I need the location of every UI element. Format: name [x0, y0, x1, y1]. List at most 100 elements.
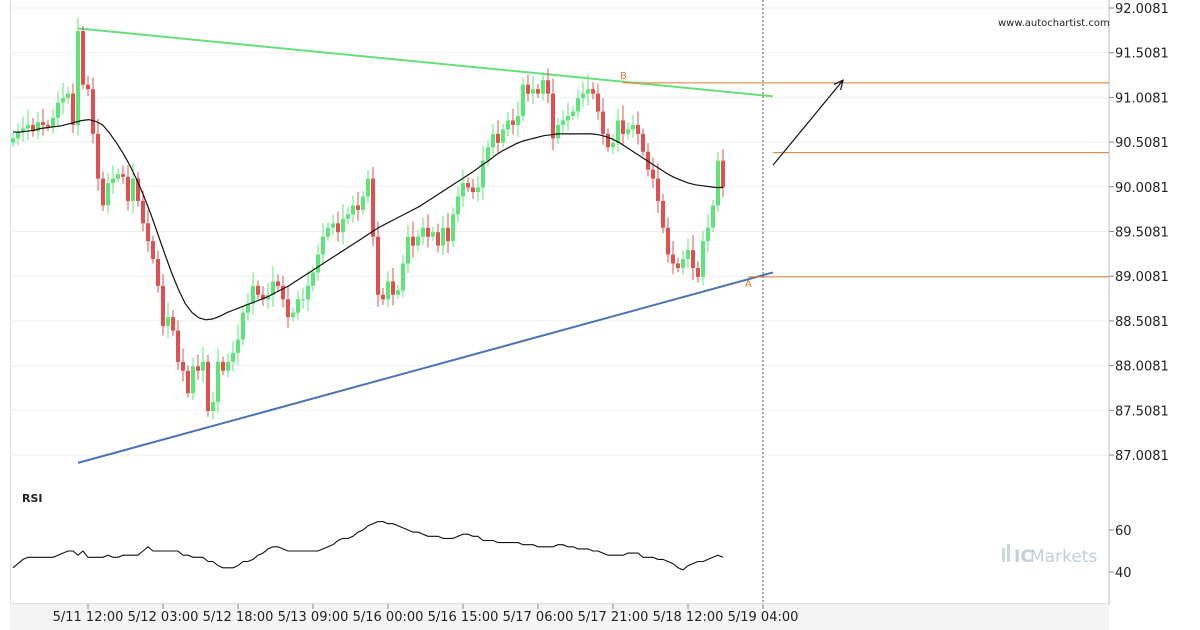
candle	[76, 17, 80, 136]
ytick-label: 91.0081	[1115, 91, 1169, 106]
candle	[261, 286, 265, 307]
candle	[616, 108, 620, 153]
candle	[241, 305, 245, 346]
candle	[191, 357, 195, 401]
candle	[651, 157, 655, 189]
candle	[321, 223, 325, 266]
icmarkets-watermark: IC Markets	[1002, 544, 1097, 567]
candle	[186, 365, 190, 398]
candle	[201, 346, 205, 383]
candle	[501, 124, 505, 148]
candle	[196, 354, 200, 381]
candle	[251, 272, 255, 315]
candle	[516, 100, 520, 137]
candle	[386, 271, 390, 308]
candle	[391, 267, 395, 306]
candle	[396, 284, 400, 300]
moving-average-line	[13, 118, 723, 321]
projection-arrowhead	[833, 79, 844, 91]
candle	[161, 274, 165, 336]
candle	[46, 119, 50, 132]
candle	[141, 190, 145, 232]
candle	[206, 354, 210, 417]
candle	[656, 163, 660, 213]
candle	[576, 89, 580, 119]
candle	[446, 212, 450, 254]
candle	[271, 266, 275, 307]
candle	[211, 391, 215, 420]
point-label: A	[745, 279, 752, 290]
candle	[591, 82, 595, 100]
candle	[676, 258, 680, 273]
ytick-label: 88.0081	[1115, 360, 1169, 375]
candle	[461, 169, 465, 208]
candle	[121, 165, 125, 184]
candle	[721, 148, 725, 197]
xtick-label: 5/12 03:00	[128, 610, 199, 625]
candle	[531, 75, 535, 105]
candle	[56, 90, 60, 128]
candle	[376, 221, 380, 307]
price-axis: 92.0081 91.5081 91.0081 90.5081 90.0081 89.50…	[1109, 2, 1169, 464]
candle	[581, 81, 585, 108]
candle	[636, 111, 640, 145]
candle	[546, 68, 550, 104]
candle	[421, 217, 425, 245]
xtick-label: 5/17 21:00	[578, 610, 649, 625]
ytick-label: 90.0081	[1115, 181, 1169, 196]
candle	[341, 203, 345, 245]
candle	[106, 172, 110, 214]
ytick-label: 91.5081	[1115, 47, 1169, 62]
candle	[356, 191, 360, 221]
candle	[406, 224, 410, 273]
candle	[596, 83, 600, 120]
candle	[451, 207, 455, 247]
support-line	[77, 271, 774, 464]
xtick-label: 5/18 12:00	[653, 610, 724, 625]
candle	[281, 275, 285, 308]
candle	[336, 211, 340, 242]
candle	[276, 274, 280, 292]
rsi-tick-label: 60	[1115, 524, 1132, 539]
rsi-title: RSI	[22, 492, 43, 505]
xtick-label: 5/13 09:00	[278, 610, 349, 625]
candle	[146, 209, 150, 252]
autochartist-watermark: www.autochartist.com	[998, 18, 1110, 29]
price-levels: BA	[620, 71, 1109, 290]
xtick-label: 5/11 12:00	[53, 610, 124, 625]
candle	[711, 200, 715, 233]
ytick-label: 92.0081	[1115, 2, 1169, 17]
candle	[81, 25, 85, 90]
rsi-line	[12, 521, 724, 571]
ytick-label: 87.5081	[1115, 404, 1169, 419]
candle	[561, 110, 565, 134]
xtick-label: 5/16 15:00	[428, 610, 499, 625]
candle	[296, 290, 300, 320]
candle	[426, 214, 430, 248]
candle	[306, 270, 310, 312]
candle	[641, 128, 645, 157]
rsi-axis: 60 40	[1109, 524, 1132, 581]
candle	[401, 254, 405, 298]
candle	[521, 77, 525, 122]
candle	[551, 78, 555, 151]
candle	[11, 132, 15, 148]
candle	[526, 74, 530, 102]
candle	[326, 222, 330, 241]
xtick-label: 5/16 00:00	[353, 610, 424, 625]
candle	[571, 106, 575, 121]
candle	[181, 348, 185, 382]
candle	[286, 285, 290, 328]
time-axis: 5/11 12:00 5/12 03:00 5/12 18:00 5/13 09:00…	[53, 604, 798, 625]
candle	[26, 109, 30, 141]
candle	[216, 348, 220, 413]
candle	[111, 165, 115, 194]
rsi-tick-label: 40	[1115, 566, 1132, 581]
candle	[96, 118, 100, 191]
candle	[611, 134, 615, 155]
candle	[466, 177, 470, 192]
candle	[346, 207, 350, 225]
candle	[86, 76, 90, 97]
pattern-trendlines	[77, 27, 774, 464]
candle	[316, 244, 320, 281]
